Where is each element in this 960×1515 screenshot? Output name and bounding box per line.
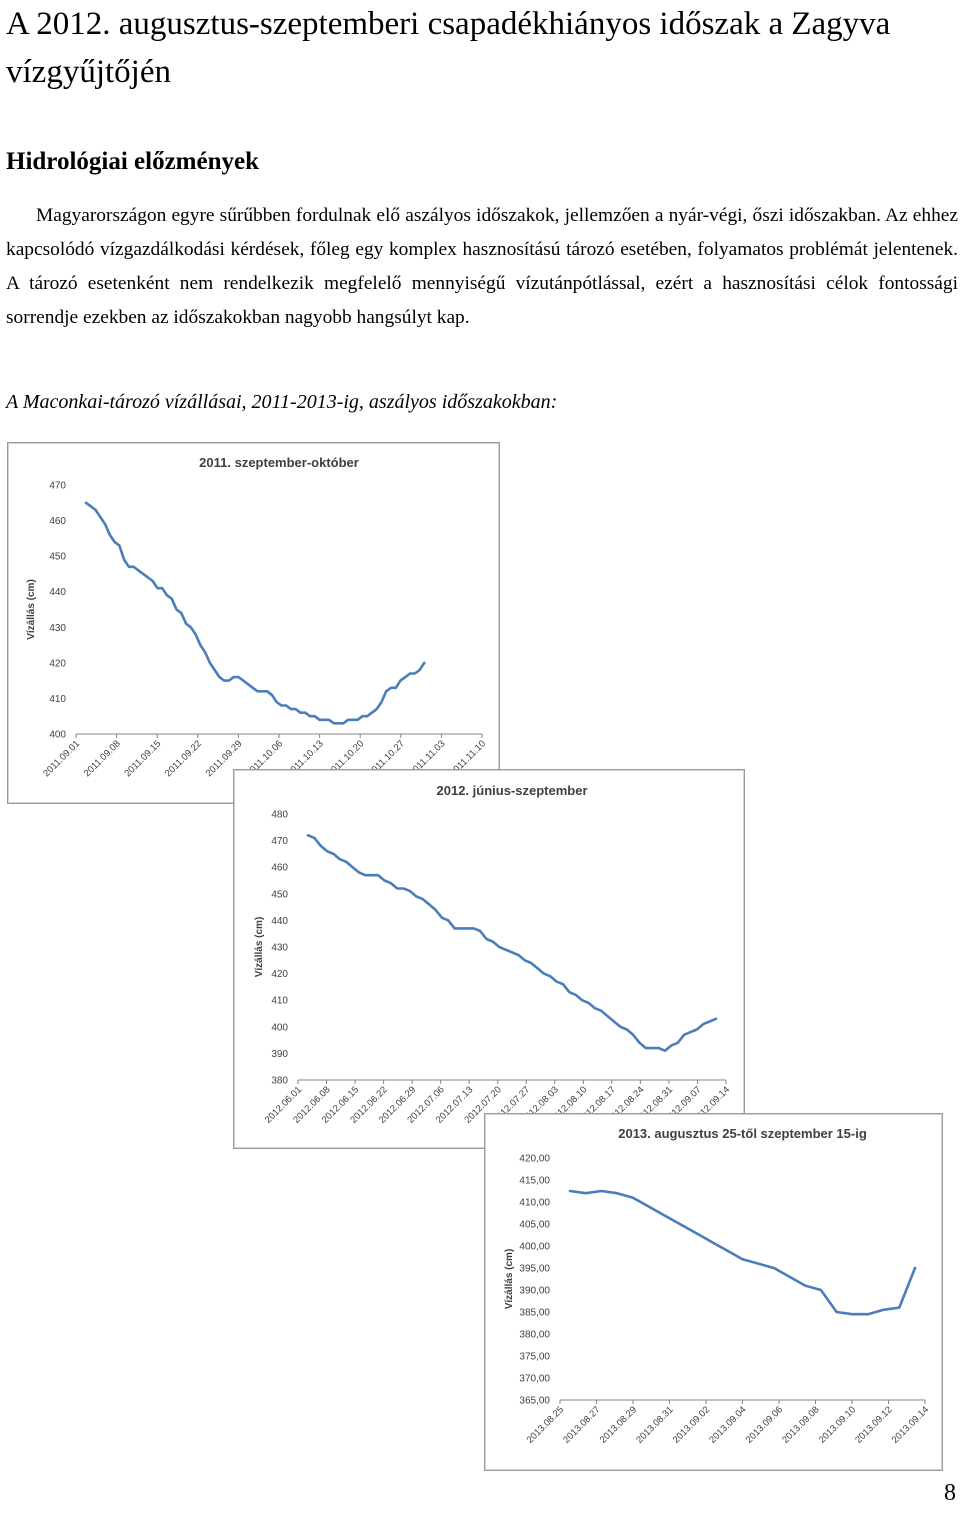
x-tick-label: 2013.09.12 [853, 1404, 894, 1445]
x-tick-label: 2013.09.08 [780, 1404, 821, 1445]
y-axis-label: Vízállás (cm) [504, 1249, 515, 1310]
series-line [568, 1189, 917, 1316]
chart-title: 2012. június-szeptember [437, 783, 588, 798]
y-tick-label: 440 [271, 916, 288, 927]
y-tick-label: 415,00 [519, 1176, 550, 1187]
x-tick-label: 2013.09.14 [890, 1404, 931, 1445]
x-tick-label: 2011.09.01 [41, 738, 82, 779]
y-tick-label: 400,00 [519, 1242, 550, 1253]
page-number: 8 [944, 1480, 956, 1506]
y-tick-label: 440 [49, 587, 66, 598]
y-tick-label: 470 [271, 836, 288, 847]
y-tick-label: 480 [271, 810, 288, 821]
y-tick-label: 400 [271, 1022, 288, 1033]
y-axis-label: Vízállás (cm) [254, 917, 265, 978]
y-tick-label: 385,00 [519, 1308, 550, 1319]
y-tick-label: 460 [271, 863, 288, 874]
series-line [306, 834, 718, 1052]
x-tick-label: 2013.08.25 [525, 1404, 566, 1445]
x-tick-label: 2011.09.15 [122, 738, 163, 779]
y-tick-label: 400 [49, 730, 66, 741]
y-tick-label: 450 [271, 889, 288, 900]
y-axis-label: Vízállás (cm) [26, 579, 37, 640]
chart-2011-svg: 2011. szeptember-október Vízállás (cm) 400… [26, 455, 488, 779]
y-tick-label: 380 [271, 1076, 288, 1087]
y-tick-label: 450 [49, 552, 66, 563]
y-tick-label: 375,00 [519, 1352, 550, 1363]
chart-title: 2013. augusztus 25-től szeptember 15-ig [618, 1126, 867, 1141]
y-tick-label: 470 [49, 481, 66, 492]
y-tick-label: 370,00 [519, 1374, 550, 1385]
x-tick-label: 2013.08.31 [634, 1404, 675, 1445]
y-tick-label: 410 [49, 694, 66, 705]
y-tick-label: 410,00 [519, 1198, 550, 1209]
y-tick-label: 460 [49, 516, 66, 527]
body-paragraph: Magyarországon egyre sűrűbben fordulnak … [6, 205, 958, 328]
x-tick-label: 2013.09.02 [671, 1404, 712, 1445]
chart-title: 2011. szeptember-október [199, 455, 359, 470]
y-tick-label: 405,00 [519, 1220, 550, 1231]
x-tick-label: 2013.09.10 [817, 1404, 858, 1445]
y-tick-label: 395,00 [519, 1264, 550, 1275]
y-tick-label: 430 [271, 943, 288, 954]
x-tick-label: 2013.08.27 [561, 1404, 602, 1445]
figure-caption: A Maconkai-tározó vízállásai, 2011-2013-… [6, 391, 558, 413]
x-tick-label: 2013.09.04 [707, 1404, 748, 1445]
chart-2012: 2012. június-szeptember Vízállás (cm) 380 3… [233, 769, 745, 1149]
y-tick-label: 390,00 [519, 1286, 550, 1297]
page-title: A 2012. augusztus-szeptemberi csapadékhi… [6, 6, 891, 90]
x-tick-label: 2013.09.06 [744, 1404, 785, 1445]
x-tick-label: 2011.09.22 [163, 738, 204, 779]
y-tick-label: 420 [271, 969, 288, 980]
series-line [84, 501, 426, 725]
y-tick-label: 390 [271, 1049, 288, 1060]
chart-2013: 2013. augusztus 25-től szeptember 15-ig V… [484, 1113, 943, 1471]
y-tick-label: 420 [49, 658, 66, 669]
x-tick-label: 2011.09.08 [82, 738, 123, 779]
chart-2012-svg: 2012. június-szeptember Vízállás (cm) 380 3… [254, 783, 732, 1126]
x-tick-label: 2013.08.29 [598, 1404, 639, 1445]
chart-2011: 2011. szeptember-október Vízállás (cm) 400… [7, 442, 500, 804]
y-tick-label: 380,00 [519, 1330, 550, 1341]
y-tick-label: 420,00 [519, 1154, 550, 1165]
chart-2013-svg: 2013. augusztus 25-től szeptember 15-ig V… [504, 1126, 931, 1446]
section-heading: Hidrológiai előzmények [6, 148, 259, 175]
y-tick-label: 430 [49, 623, 66, 634]
y-tick-label: 410 [271, 996, 288, 1007]
y-tick-label: 365,00 [519, 1396, 550, 1407]
